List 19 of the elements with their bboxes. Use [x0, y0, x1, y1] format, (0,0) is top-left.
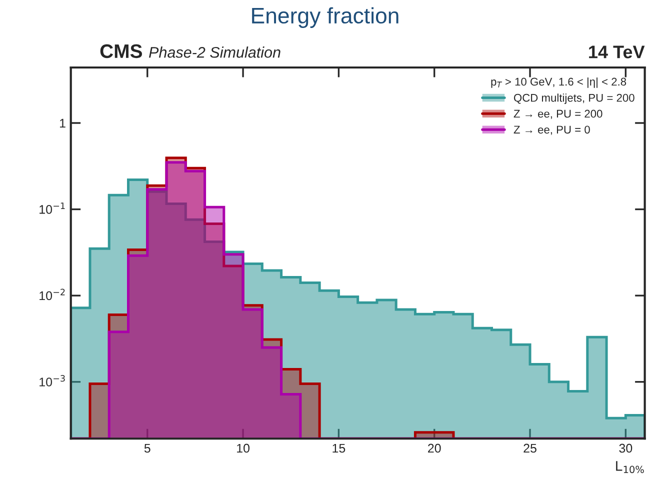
y-tick-label: 1: [60, 118, 66, 128]
x-tick-label: 10: [237, 444, 250, 453]
text: 14 TeV: [589, 46, 645, 58]
y-tick-label: 10$^{−3}$: [40, 375, 65, 386]
y-tick-label: 10$^{−1}$: [40, 202, 65, 214]
text: Energy fraction: [252, 7, 398, 28]
x-tick-label: 20: [428, 444, 441, 453]
legend-label: QCD multijets, PU = 200: [514, 94, 634, 104]
x-tick-label: 30: [619, 444, 632, 453]
x-tick-label: 25: [524, 444, 536, 453]
y-tick-label: 10$^{−2}$: [40, 288, 65, 300]
legend-label: Z → ee, PU = 0: [514, 126, 590, 135]
x-tick-label: 15: [332, 444, 346, 453]
x-tick-label: 5: [144, 444, 150, 453]
chart-subtitle: Phase-2 Simulation: [149, 46, 280, 58]
legend-label: Z → ee, PU = 200: [514, 110, 602, 119]
x-axis-title: L$_{10%}$: [616, 461, 644, 474]
legend-title: p$_{T}$ > 10 GeV, 1.6 < |η| < 2.8: [491, 77, 626, 88]
chart-title: CMS: [100, 44, 142, 58]
